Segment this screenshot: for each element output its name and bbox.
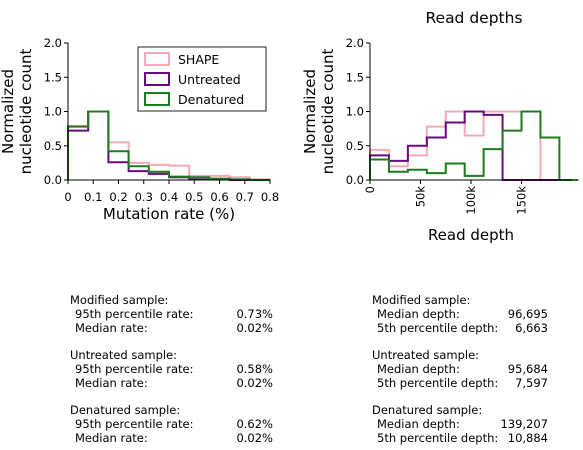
stats-label: 5th percentile depth: bbox=[377, 431, 499, 445]
untreated-depth-stats: Untreated sample: Median depth: 95,684 5t… bbox=[372, 348, 548, 390]
stats-label: Median depth: bbox=[377, 417, 460, 431]
x-tick-label: 0 bbox=[64, 190, 71, 204]
stats-label: Median depth: bbox=[377, 362, 460, 376]
stats-value: 95,684 bbox=[507, 362, 548, 376]
stats-heading: Untreated sample: bbox=[372, 348, 480, 362]
y-tick-label: 1.0 bbox=[44, 105, 62, 119]
legend-swatch-shape bbox=[144, 52, 170, 66]
y-tick-label: 1.0 bbox=[346, 105, 364, 119]
x-tick-label: 0.2 bbox=[109, 190, 127, 204]
legend-label-untreated: Untreated bbox=[178, 72, 241, 87]
x-tick-label: 0 bbox=[363, 186, 377, 193]
denatured-depth-stats: Denatured sample: Median depth: 139,207 5… bbox=[372, 403, 548, 445]
stats-heading: Denatured sample: bbox=[372, 403, 483, 417]
y-tick-label: 1.5 bbox=[346, 70, 364, 84]
stats-heading: Modified sample: bbox=[70, 293, 169, 307]
stats-value: 139,207 bbox=[500, 417, 548, 431]
stats-value: 96,695 bbox=[507, 307, 548, 321]
stats-value: 6,663 bbox=[515, 321, 548, 335]
denatured-rate-stats: Denatured sample: 95th percentile rate: 0… bbox=[70, 403, 273, 445]
x-axis-label: Mutation rate (%) bbox=[103, 205, 235, 223]
x-tick-label: 0.7 bbox=[236, 190, 254, 204]
legend-label-denatured: Denatured bbox=[178, 92, 244, 107]
legend-swatch-untreated bbox=[144, 72, 170, 86]
mutation-rate-chart: 0.0 0.5 1.0 1.5 2.0 0 0.1 0.2 0.3 0.4 0.5 0.6 0.7 0.8… bbox=[0, 36, 279, 223]
y-tick-label: 0.5 bbox=[346, 139, 364, 153]
y-tick-label: 0.5 bbox=[44, 139, 62, 153]
x-tick-label: 150k bbox=[515, 186, 529, 215]
x-tick-label: 0.3 bbox=[135, 190, 153, 204]
stats-label: Median rate: bbox=[75, 431, 148, 445]
figure: 0.0 0.5 1.0 1.5 2.0 0 0.1 0.2 0.3 0.4 0.5 0.6 0.7 0.8… bbox=[0, 9, 579, 244]
x-tick-label: 0.5 bbox=[185, 190, 203, 204]
modified-rate-stats: Modified sample: 95th percentile rate: 0.… bbox=[70, 293, 273, 335]
y-axis-label: Normalizednucleotide count bbox=[301, 49, 337, 175]
modified-depth-stats: Modified sample: Median depth: 96,695 5th… bbox=[372, 293, 548, 335]
y-axis-label-line: nucleotide count bbox=[17, 49, 35, 175]
series-line-denatured bbox=[369, 110, 579, 181]
stats-heading: Untreated sample: bbox=[70, 348, 178, 362]
stats-label: Median depth: bbox=[377, 307, 460, 321]
y-tick-label: 0.0 bbox=[346, 173, 364, 187]
x-tick-label: 50k bbox=[414, 186, 428, 208]
stats-label: Median rate: bbox=[75, 321, 148, 335]
stats-value: 0.73% bbox=[236, 307, 273, 321]
series-line-shape bbox=[369, 110, 579, 181]
stats-value: 7,597 bbox=[515, 376, 548, 390]
y-axis-label-line: nucleotide count bbox=[319, 49, 337, 175]
stats-heading: Modified sample: bbox=[372, 293, 471, 307]
stats-heading: Denatured sample: bbox=[70, 403, 181, 417]
x-tick-label: 100k bbox=[464, 186, 478, 215]
x-tick-label: 0.6 bbox=[210, 190, 228, 204]
y-tick-label: 2.0 bbox=[44, 36, 62, 50]
y-tick-label: 0.0 bbox=[44, 173, 62, 187]
stats-label: 95th percentile rate: bbox=[75, 417, 194, 431]
y-tick-label: 2.0 bbox=[346, 36, 364, 50]
x-axis-label: Read depth bbox=[428, 226, 514, 244]
stats-value: 0.02% bbox=[236, 431, 273, 445]
legend: SHAPE Untreated Denatured bbox=[137, 46, 267, 112]
stats-value: 0.02% bbox=[236, 321, 273, 335]
series-line-untreated bbox=[369, 110, 579, 181]
series-line-shape bbox=[67, 110, 271, 181]
stats-value: 10,884 bbox=[507, 431, 548, 445]
legend-swatch-denatured bbox=[144, 92, 170, 106]
legend-box bbox=[137, 46, 267, 112]
stats-label: 5th percentile depth: bbox=[377, 321, 499, 335]
y-axis-label-line: Normalized bbox=[0, 69, 17, 154]
stats-label: Median rate: bbox=[75, 376, 148, 390]
x-tick-label: 0.4 bbox=[160, 190, 178, 204]
legend-label-shape: SHAPE bbox=[178, 52, 219, 67]
series-line-denatured bbox=[67, 110, 270, 181]
stats-label: 95th percentile rate: bbox=[75, 307, 194, 321]
untreated-rate-stats: Untreated sample: 95th percentile rate: 0… bbox=[70, 348, 273, 390]
y-axis-label-line: Normalized bbox=[301, 69, 319, 154]
stats-value: 0.02% bbox=[236, 376, 273, 390]
x-tick-label: 0.1 bbox=[84, 190, 102, 204]
series-line-untreated bbox=[67, 110, 270, 181]
x-tick-label: 0.8 bbox=[261, 190, 279, 204]
y-axis-label: Normalizednucleotide count bbox=[0, 49, 35, 175]
chart-title: Read depths bbox=[425, 9, 522, 27]
stats-value: 0.58% bbox=[236, 362, 273, 376]
y-tick-label: 1.5 bbox=[44, 70, 62, 84]
stats-value: 0.62% bbox=[236, 417, 273, 431]
stats-label: 5th percentile depth: bbox=[377, 376, 499, 390]
stats-label: 95th percentile rate: bbox=[75, 362, 194, 376]
